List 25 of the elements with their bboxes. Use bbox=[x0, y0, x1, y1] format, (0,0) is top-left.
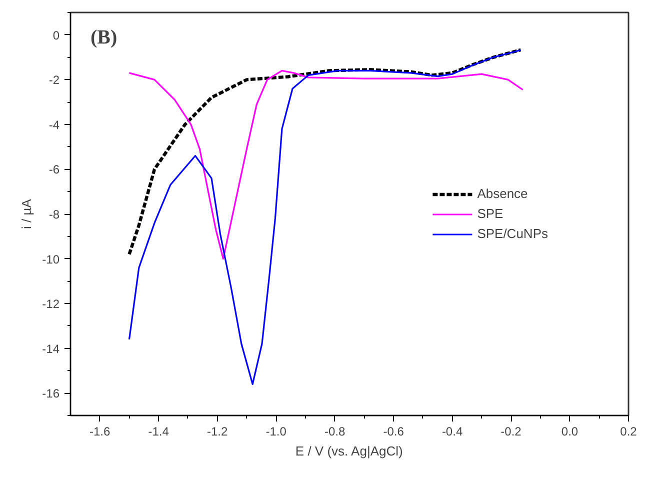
y-tick-label: -2 bbox=[48, 73, 60, 88]
y-tick-label: 0 bbox=[52, 28, 60, 42]
y-tick-label: -10 bbox=[42, 252, 60, 266]
x-tick-label: -1.2 bbox=[207, 424, 228, 438]
x-tick-label: -0.4 bbox=[442, 424, 463, 438]
y-axis-title: i / µA bbox=[19, 198, 34, 229]
y-tick-label: -6 bbox=[48, 162, 60, 177]
y-tick-label: -4 bbox=[48, 118, 60, 132]
x-tick-label: -1.4 bbox=[148, 424, 170, 438]
legend-label: SPE bbox=[477, 206, 504, 221]
x-tick-label: -0.6 bbox=[383, 424, 404, 438]
x-axis-title: E / V (vs. Ag|AgCl) bbox=[295, 444, 403, 458]
annotation: (B) bbox=[90, 26, 118, 48]
x-tick-label: 0.0 bbox=[561, 424, 578, 438]
legend-label: SPE/CuNPs bbox=[477, 226, 548, 241]
x-tick-label: 0.2 bbox=[620, 424, 638, 438]
x-tick-label: -1.6 bbox=[90, 424, 111, 438]
legend-label: Absence bbox=[477, 186, 528, 201]
x-tick-label: -1.0 bbox=[266, 424, 287, 438]
y-tick-label: -16 bbox=[42, 386, 60, 401]
x-tick-label: -0.8 bbox=[324, 424, 346, 438]
y-tick-label: -8 bbox=[48, 208, 60, 222]
y-tick-label: -12 bbox=[42, 297, 60, 312]
x-tick-label: -0.2 bbox=[500, 424, 522, 438]
y-tick-label: -14 bbox=[42, 342, 60, 356]
